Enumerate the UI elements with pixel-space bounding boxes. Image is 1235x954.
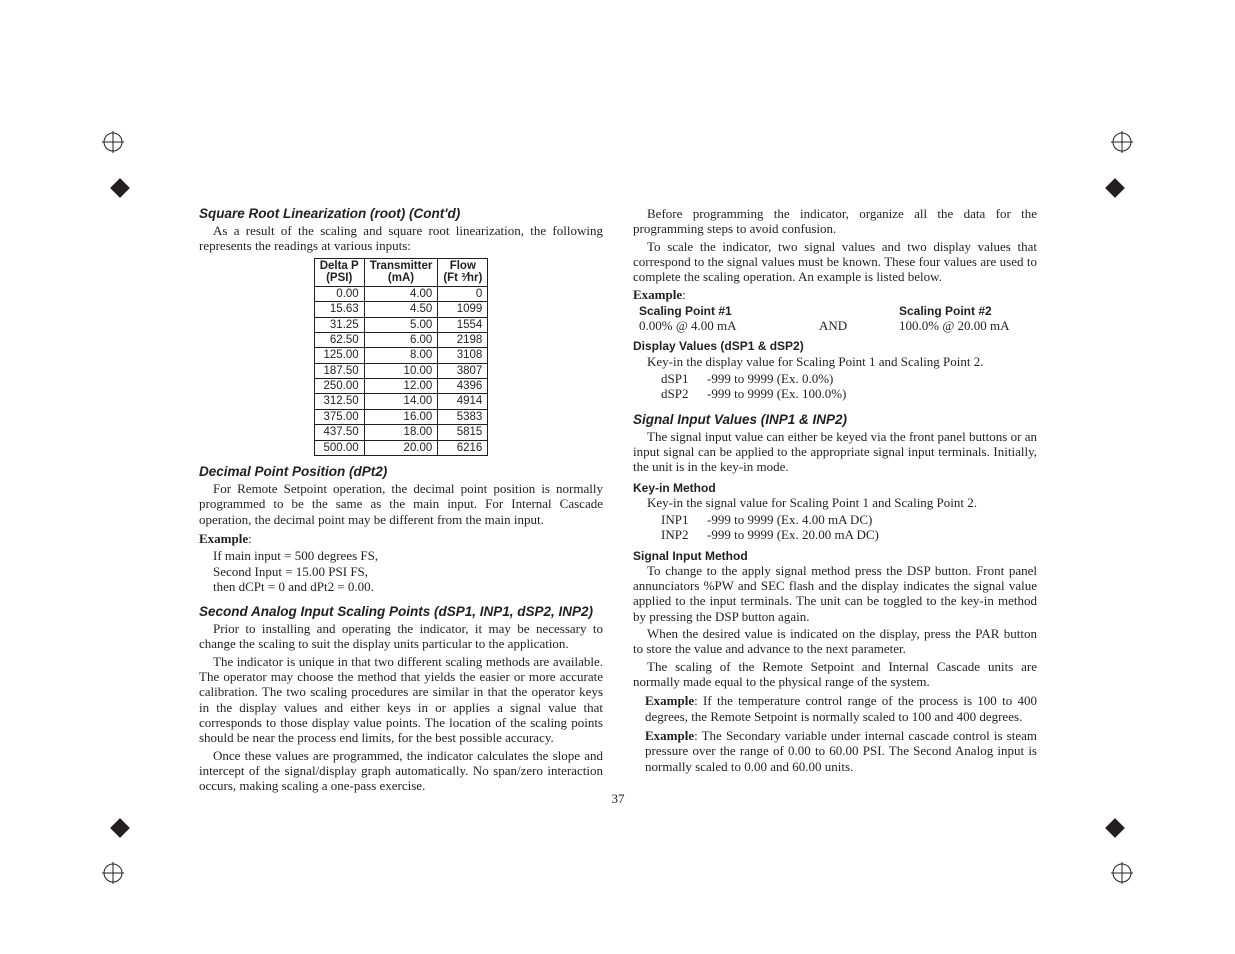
table-cell: 20.00 <box>364 440 438 455</box>
dsp2-row: dSP2-999 to 9999 (Ex. 100.0%) <box>661 386 1037 401</box>
example-2: Example: The Secondary variable under in… <box>645 728 1037 774</box>
table-cell: 10.00 <box>364 363 438 378</box>
heading-sigm: Signal Input Method <box>633 549 1037 563</box>
table-cell: 250.00 <box>314 379 364 394</box>
ex-line: If main input = 500 degrees FS, <box>213 548 603 563</box>
heading-dpt2: Decimal Point Position (dPt2) <box>199 464 603 480</box>
inp1-row: INP1-999 to 9999 (Ex. 4.00 mA DC) <box>661 512 1037 527</box>
table-cell: 2198 <box>438 332 488 347</box>
table-cell: 1554 <box>438 317 488 332</box>
para-disp: Key-in the display value for Scaling Poi… <box>633 354 1037 369</box>
th-flow: Flow(Ft ³⁄hr) <box>438 258 488 286</box>
table-cell: 16.00 <box>364 409 438 424</box>
th-deltap: Delta P(PSI) <box>314 258 364 286</box>
table-row: 312.5014.004914 <box>314 394 488 409</box>
heading-sig: Signal Input Values (INP1 & INP2) <box>633 412 1037 428</box>
table-row: 31.255.001554 <box>314 317 488 332</box>
crop-mark-tl <box>102 131 124 153</box>
table-cell: 6216 <box>438 440 488 455</box>
table-cell: 4.50 <box>364 302 438 317</box>
heading-keyin: Key-in Method <box>633 481 1037 495</box>
th-transmitter: Transmitter(mA) <box>364 258 438 286</box>
table-cell: 5815 <box>438 425 488 440</box>
page-number: 37 <box>199 791 1037 806</box>
left-column: Square Root Linearization (root) (Cont'd… <box>199 206 603 796</box>
sp1-val: 0.00% @ 4.00 mA <box>639 318 819 333</box>
example-dpt2: If main input = 500 degrees FS, Second I… <box>213 548 603 594</box>
page-content: Square Root Linearization (root) (Cont'd… <box>199 206 1037 796</box>
table-cell: 62.50 <box>314 332 364 347</box>
table-cell: 1099 <box>438 302 488 317</box>
diamond-tl <box>110 178 130 198</box>
table-cell: 15.63 <box>314 302 364 317</box>
table-cell: 0 <box>438 286 488 301</box>
diamond-br <box>1105 818 1125 838</box>
para-keyin: Key-in the signal value for Scaling Poin… <box>633 495 1037 510</box>
para-sqroot: As a result of the scaling and square ro… <box>199 223 603 254</box>
para-sigm2: When the desired value is indicated on t… <box>633 626 1037 657</box>
table-cell: 3108 <box>438 348 488 363</box>
inp2-row: INP2-999 to 9999 (Ex. 20.00 mA DC) <box>661 527 1037 542</box>
table-cell: 5.00 <box>364 317 438 332</box>
table-row: 187.5010.003807 <box>314 363 488 378</box>
table-row: 0.004.000 <box>314 286 488 301</box>
table-row: 437.5018.005815 <box>314 425 488 440</box>
table-cell: 125.00 <box>314 348 364 363</box>
heading-disp: Display Values (dSP1 & dSP2) <box>633 339 1037 353</box>
table-cell: 31.25 <box>314 317 364 332</box>
ex-line: Second Input = 15.00 PSI FS, <box>213 564 603 579</box>
table-cell: 6.00 <box>364 332 438 347</box>
para-sigm1: To change to the apply signal method pre… <box>633 563 1037 624</box>
table-cell: 375.00 <box>314 409 364 424</box>
sp1-head: Scaling Point #1 <box>639 304 819 318</box>
table-cell: 0.00 <box>314 286 364 301</box>
diamond-tr <box>1105 178 1125 198</box>
table-cell: 12.00 <box>364 379 438 394</box>
crop-mark-tr <box>1111 131 1133 153</box>
para-sc1: Prior to installing and operating the in… <box>199 621 603 652</box>
example-label: Example <box>199 531 248 546</box>
table-row: 250.0012.004396 <box>314 379 488 394</box>
table-cell: 5383 <box>438 409 488 424</box>
para-intro2: To scale the indicator, two signal value… <box>633 239 1037 285</box>
sp2-val: 100.0% @ 20.00 mA <box>899 318 1010 333</box>
table-cell: 312.50 <box>314 394 364 409</box>
para-sigm3: The scaling of the Remote Setpoint and I… <box>633 659 1037 690</box>
table-cell: 14.00 <box>364 394 438 409</box>
table-cell: 4396 <box>438 379 488 394</box>
para-intro1: Before programming the indicator, organi… <box>633 206 1037 237</box>
para-dpt2: For Remote Setpoint operation, the decim… <box>199 481 603 527</box>
heading-sqroot: Square Root Linearization (root) (Cont'd… <box>199 206 603 222</box>
table-row: 125.008.003108 <box>314 348 488 363</box>
and-label: AND <box>819 318 899 333</box>
table-cell: 4914 <box>438 394 488 409</box>
table-row: 15.634.501099 <box>314 302 488 317</box>
table-cell: 4.00 <box>364 286 438 301</box>
sp2-head: Scaling Point #2 <box>899 304 992 318</box>
diamond-bl <box>110 818 130 838</box>
table-cell: 500.00 <box>314 440 364 455</box>
table-cell: 18.00 <box>364 425 438 440</box>
para-sig: The signal input value can either be key… <box>633 429 1037 475</box>
example-label: Example <box>633 287 682 302</box>
example-1: Example: If the temperature control rang… <box>645 693 1037 724</box>
ex-line: then dCPt = 0 and dPt2 = 0.00. <box>213 579 603 594</box>
dsp1-row: dSP1-999 to 9999 (Ex. 0.0%) <box>661 371 1037 386</box>
crop-mark-bl <box>102 862 124 884</box>
crop-mark-br <box>1111 862 1133 884</box>
table-cell: 8.00 <box>364 348 438 363</box>
right-column: Before programming the indicator, organi… <box>633 206 1037 796</box>
scaling-headers: Scaling Point #1 Scaling Point #2 <box>639 304 1037 318</box>
scaling-values: 0.00% @ 4.00 mA AND 100.0% @ 20.00 mA <box>639 318 1037 333</box>
table-cell: 187.50 <box>314 363 364 378</box>
table-cell: 437.50 <box>314 425 364 440</box>
para-sc2: The indicator is unique in that two diff… <box>199 654 603 746</box>
para-sc3: Once these values are programmed, the in… <box>199 748 603 794</box>
table-row: 62.506.002198 <box>314 332 488 347</box>
heading-scaling: Second Analog Input Scaling Points (dSP1… <box>199 604 603 620</box>
table-row: 500.0020.006216 <box>314 440 488 455</box>
linearization-table: Delta P(PSI) Transmitter(mA) Flow(Ft ³⁄h… <box>314 258 489 456</box>
table-row: 375.0016.005383 <box>314 409 488 424</box>
table-cell: 3807 <box>438 363 488 378</box>
